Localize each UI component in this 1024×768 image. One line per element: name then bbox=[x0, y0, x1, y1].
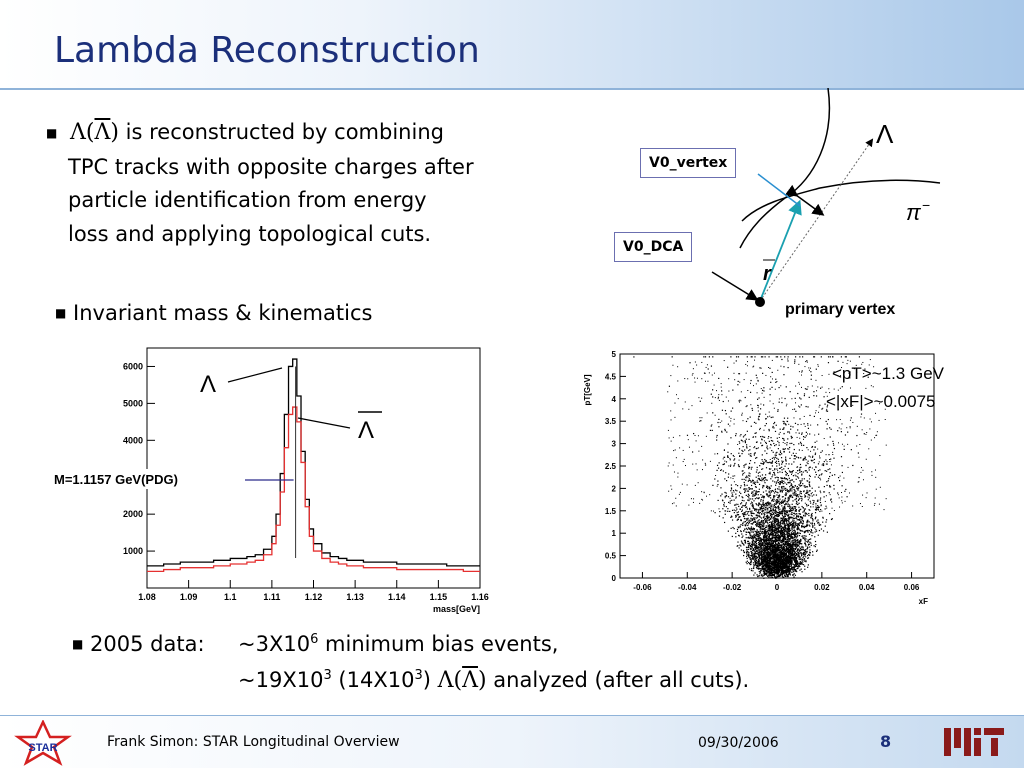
pion-label: π bbox=[906, 200, 922, 225]
footer-date: 09/30/2006 bbox=[698, 735, 779, 751]
header-divider bbox=[0, 88, 1024, 90]
page-number: 8 bbox=[880, 732, 892, 751]
x-tick-label: -0.04 bbox=[678, 583, 697, 592]
x-tick-label: 1.15 bbox=[430, 592, 448, 602]
bullet2: ■ Invariant mass & kinematics bbox=[55, 301, 373, 325]
y-tick-label: 2 bbox=[612, 484, 617, 493]
pdg-mass-label: M=1.1157 GeV(PDG) bbox=[54, 472, 178, 487]
bullet-marker: ■ bbox=[55, 306, 67, 320]
bullet1-line1: Λ(Λ) is reconstructed by combining bbox=[70, 120, 444, 145]
x-tick-label: 0.02 bbox=[814, 583, 830, 592]
slide-title: Lambda Reconstruction bbox=[54, 30, 480, 71]
primary-vertex-dot bbox=[755, 297, 765, 307]
x-tick-label: 0.06 bbox=[904, 583, 920, 592]
v0-dca-label: V0_DCA bbox=[614, 232, 693, 262]
y-axis-label: pT[GeV] bbox=[583, 374, 592, 405]
x-tick-label: -0.02 bbox=[723, 583, 742, 592]
antilambda-peak-label: Λ bbox=[358, 417, 374, 444]
y-tick-label: 0.5 bbox=[605, 552, 617, 561]
plot-frame bbox=[146, 347, 481, 589]
x-tick-label: 1.1 bbox=[224, 592, 237, 602]
y-tick-label: 4 bbox=[612, 395, 617, 404]
x-tick-label: 1.11 bbox=[263, 592, 280, 602]
x-tick-label: 1.13 bbox=[346, 592, 364, 602]
lambda-flight-line bbox=[759, 138, 874, 302]
histogram-series-lambda bbox=[147, 358, 480, 567]
v0-topology-diagram: Λ π − r primary vertex bbox=[711, 88, 941, 318]
x-tick-label: 0 bbox=[775, 583, 780, 592]
y-tick-label: 5000 bbox=[123, 398, 143, 408]
x-axis-label: mass[GeV] bbox=[433, 604, 480, 614]
y-tick-label: 2.5 bbox=[605, 462, 617, 471]
lambda-peak-pointer bbox=[227, 367, 283, 383]
lambda-peak-label: Λ bbox=[200, 371, 216, 398]
x-tick-label: 1.14 bbox=[388, 592, 406, 602]
lambda-symbol: Λ(Λ) bbox=[437, 668, 487, 693]
bullet3-line1: ■ 2005 data: bbox=[72, 632, 205, 656]
primary-vertex-label: primary vertex bbox=[785, 301, 895, 318]
dca-arrow bbox=[785, 184, 825, 216]
x-tick-label: 1.16 bbox=[471, 592, 489, 602]
star-logo: STAR bbox=[14, 720, 72, 766]
bullet3-events: ~3X106 minimum bias events, bbox=[238, 632, 559, 656]
mean-xf-label: <|xF|>~0.0075 bbox=[826, 392, 936, 411]
y-tick-label: 2000 bbox=[123, 509, 143, 519]
y-tick-label: 0 bbox=[612, 574, 617, 583]
v0-vertex-pointer bbox=[757, 173, 801, 207]
lambda-label: Λ bbox=[876, 119, 894, 149]
lambda-symbol: Λ(Λ) bbox=[70, 120, 119, 145]
y-tick-label: 3.5 bbox=[605, 417, 617, 426]
invariant-mass-histogram: 1000200030004000500060001.081.091.11.111… bbox=[52, 347, 489, 614]
r-label: r bbox=[763, 263, 772, 285]
x-tick-label: -0.06 bbox=[633, 583, 652, 592]
y-tick-label: 1 bbox=[612, 529, 617, 538]
star-logo-shape bbox=[14, 720, 72, 766]
scatter-points bbox=[633, 356, 887, 579]
y-tick-label: 5 bbox=[612, 350, 617, 359]
mit-logo bbox=[944, 728, 1004, 756]
histogram-series-antilambda bbox=[147, 406, 480, 573]
y-tick-label: 3 bbox=[612, 440, 617, 449]
footer-author: Frank Simon: STAR Longitudinal Overview bbox=[107, 734, 400, 750]
pt-xf-scatter-plot: 0 0.5 1 1.5 2 2.5 3 3.5 4 4.5 5 -0.06 -0.04 -0.02 0 0.0… bbox=[583, 350, 935, 606]
y-tick-label: 6000 bbox=[123, 361, 143, 371]
bullet1-line4: loss and applying topological cuts. bbox=[68, 222, 432, 246]
footer-divider bbox=[0, 715, 1024, 716]
x-tick-label: 1.09 bbox=[180, 592, 198, 602]
slide-header bbox=[0, 0, 1024, 88]
v0-vertex-label: V0_vertex bbox=[640, 148, 737, 178]
bullet-marker: ■ bbox=[46, 126, 58, 140]
pdg-label-bg bbox=[52, 469, 232, 489]
x-axis-label: xF bbox=[919, 597, 928, 606]
x-tick-label: 1.08 bbox=[138, 592, 156, 602]
bullet3-line2: ~19X103 (14X103) Λ(Λ) analyzed (after al… bbox=[238, 668, 750, 693]
x-tick-label: 0.04 bbox=[859, 583, 875, 592]
slide-footer bbox=[0, 716, 1024, 768]
y-tick-label: 4000 bbox=[123, 435, 143, 445]
y-tick-label: 4.5 bbox=[605, 372, 617, 381]
y-tick-label: 1.5 bbox=[605, 507, 617, 516]
star-logo-text: STAR bbox=[28, 742, 57, 754]
bullet1-line3: particle identification from energy bbox=[68, 188, 427, 212]
bullet1-line2: TPC tracks with opposite charges after bbox=[68, 155, 474, 179]
antilambda-peak-pointer bbox=[297, 417, 351, 429]
bullet-marker: ■ bbox=[72, 637, 84, 651]
x-tick-label: 1.12 bbox=[305, 592, 323, 602]
r-vector bbox=[759, 199, 802, 302]
proton-track bbox=[739, 88, 831, 249]
v0-dca-pointer bbox=[711, 271, 759, 301]
mean-pt-label: <pT>~1.3 GeV bbox=[832, 364, 944, 383]
pion-charge: − bbox=[922, 197, 930, 213]
y-tick-label: 1000 bbox=[123, 546, 143, 556]
